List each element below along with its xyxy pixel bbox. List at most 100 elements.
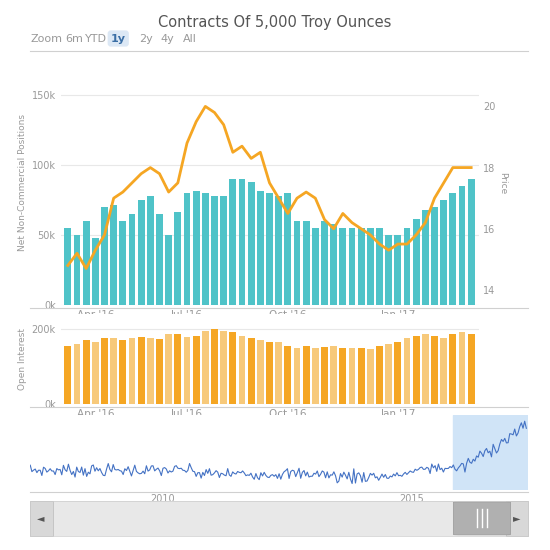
Bar	[92, 238, 99, 305]
Bar	[453, 415, 528, 490]
Bar	[110, 205, 117, 305]
FancyBboxPatch shape	[453, 502, 510, 535]
Bar	[211, 196, 218, 305]
Bar	[239, 179, 245, 305]
Bar	[138, 200, 145, 305]
Text: 6m: 6m	[65, 34, 83, 43]
Bar	[358, 348, 365, 404]
Bar	[404, 338, 410, 404]
Bar	[138, 337, 145, 404]
Text: 4y: 4y	[161, 34, 175, 43]
Bar	[431, 207, 438, 305]
Bar	[385, 344, 392, 404]
Bar	[302, 345, 310, 404]
Bar	[92, 342, 99, 404]
Bar	[82, 221, 90, 305]
Bar	[275, 342, 282, 404]
Bar	[468, 179, 475, 305]
Bar	[404, 228, 410, 305]
Bar	[147, 196, 154, 305]
Bar	[449, 334, 456, 404]
Bar	[248, 182, 255, 305]
Bar	[468, 334, 475, 404]
Bar	[459, 332, 465, 404]
Bar	[174, 212, 182, 305]
Bar	[339, 228, 347, 305]
Bar	[367, 349, 374, 404]
Bar	[211, 328, 218, 404]
Bar	[284, 194, 292, 305]
Bar	[192, 336, 200, 404]
Bar	[302, 221, 310, 305]
Bar	[385, 235, 392, 305]
Bar	[119, 340, 126, 404]
Bar	[229, 179, 236, 305]
Bar	[284, 345, 292, 404]
Bar	[156, 214, 163, 305]
Bar	[449, 194, 456, 305]
Bar	[422, 210, 429, 305]
Bar	[110, 338, 117, 404]
Bar	[294, 221, 300, 305]
Bar	[339, 348, 347, 404]
Bar	[82, 340, 90, 404]
Text: 1y: 1y	[111, 34, 126, 43]
Bar	[220, 331, 227, 404]
Bar	[422, 334, 429, 404]
Bar	[312, 348, 319, 404]
Bar	[321, 221, 328, 305]
Bar	[184, 194, 190, 305]
Bar	[64, 228, 72, 305]
Text: Zoom: Zoom	[30, 34, 62, 43]
Bar	[229, 332, 236, 404]
Bar	[349, 348, 355, 404]
Bar	[165, 334, 172, 404]
Text: All: All	[183, 34, 197, 43]
Bar	[358, 228, 365, 305]
Bar	[349, 228, 355, 305]
Bar	[275, 196, 282, 305]
Bar	[248, 338, 255, 404]
Bar	[294, 348, 300, 404]
Bar	[239, 336, 245, 404]
Bar	[330, 224, 337, 305]
Bar	[119, 221, 126, 305]
Bar	[192, 190, 200, 305]
Text: ◄: ◄	[37, 513, 45, 524]
Bar	[64, 345, 72, 404]
Bar	[174, 334, 182, 404]
Bar	[129, 214, 135, 305]
Bar	[394, 235, 402, 305]
Bar	[412, 218, 420, 305]
Bar	[367, 228, 374, 305]
Bar	[101, 207, 108, 305]
Y-axis label: Open Interest: Open Interest	[18, 328, 28, 390]
Bar	[376, 345, 383, 404]
Bar	[202, 331, 209, 404]
FancyBboxPatch shape	[30, 500, 53, 536]
Bar	[412, 336, 420, 404]
Bar	[257, 190, 264, 305]
Bar	[330, 345, 337, 404]
Text: 2y: 2y	[139, 34, 153, 43]
FancyBboxPatch shape	[505, 500, 528, 536]
Bar	[431, 336, 438, 404]
Bar	[376, 228, 383, 305]
Bar	[394, 342, 402, 404]
Bar	[459, 186, 465, 305]
Bar	[101, 338, 108, 404]
Bar	[266, 342, 273, 404]
Bar	[440, 338, 447, 404]
Bar	[321, 346, 328, 404]
Bar	[202, 194, 209, 305]
Text: Contracts Of 5,000 Troy Ounces: Contracts Of 5,000 Troy Ounces	[158, 15, 392, 30]
Bar	[312, 228, 319, 305]
Bar	[147, 338, 154, 404]
Bar	[156, 339, 163, 404]
Bar	[129, 338, 135, 404]
Bar	[74, 235, 80, 305]
Text: ►: ►	[513, 513, 521, 524]
Bar	[440, 200, 447, 305]
Bar	[266, 194, 273, 305]
Y-axis label: Price: Price	[498, 172, 507, 194]
